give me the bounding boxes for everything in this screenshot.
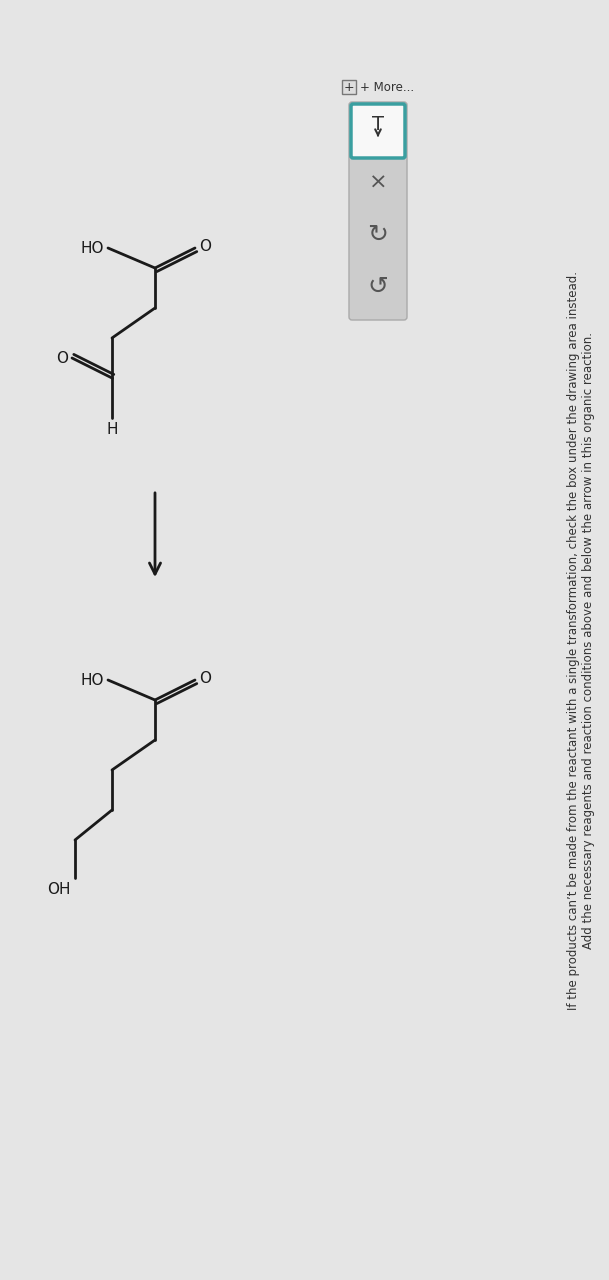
- Text: ↻: ↻: [367, 223, 389, 247]
- Text: O: O: [199, 671, 211, 686]
- Text: H: H: [106, 422, 118, 436]
- Text: + More...: + More...: [360, 81, 414, 93]
- Text: HO: HO: [80, 672, 104, 687]
- FancyBboxPatch shape: [342, 81, 356, 93]
- FancyBboxPatch shape: [351, 104, 405, 157]
- Text: O: O: [56, 351, 68, 366]
- Text: O: O: [199, 238, 211, 253]
- Text: +: +: [343, 81, 354, 93]
- Text: ×: ×: [368, 173, 387, 193]
- Text: OH: OH: [48, 882, 71, 897]
- Text: HO: HO: [80, 241, 104, 256]
- Text: Add the necessary reagents and reaction conditions above and below the arrow in : Add the necessary reagents and reaction …: [582, 332, 595, 948]
- Text: ↺: ↺: [367, 275, 389, 300]
- FancyBboxPatch shape: [349, 102, 407, 320]
- Text: If the products can’t be made from the reactant with a single transformation, ch: If the products can’t be made from the r…: [567, 270, 580, 1010]
- Text: T: T: [372, 114, 384, 133]
